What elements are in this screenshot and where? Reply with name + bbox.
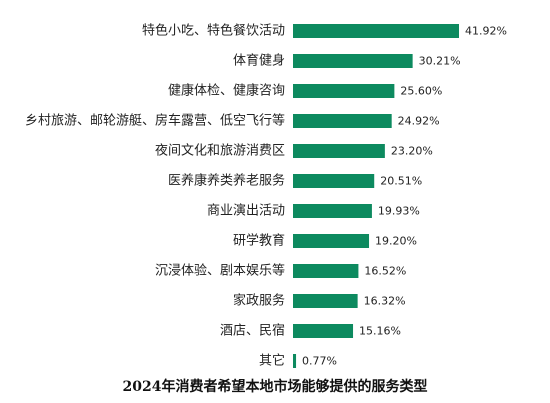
bar (293, 324, 354, 338)
category-label: 家政服务 (233, 293, 285, 309)
category-label: 特色小吃、特色餐饮活动 (142, 23, 285, 39)
category-label: 研学教育 (233, 233, 285, 249)
value-label: 19.93% (378, 205, 420, 218)
value-label: 19.20% (375, 235, 417, 248)
bar (293, 54, 413, 68)
bar (293, 84, 395, 98)
value-label: 16.52% (364, 265, 406, 278)
category-label: 沉浸体验、剧本娱乐等 (155, 263, 285, 279)
value-label: 41.92% (465, 25, 507, 38)
chart-title: 2024年消费者希望本地市场能够提供的服务类型 (122, 379, 428, 395)
category-label: 商业演出活动 (207, 203, 285, 219)
bar (293, 354, 297, 368)
category-label: 乡村旅游、邮轮游艇、房车露营、低空飞行等 (25, 113, 285, 129)
bar (293, 174, 375, 188)
value-label: 25.60% (400, 85, 442, 98)
value-label: 15.16% (359, 325, 401, 338)
bar (293, 264, 359, 278)
value-label: 0.77% (302, 355, 337, 368)
value-label: 24.92% (398, 115, 440, 128)
bar (293, 234, 370, 248)
bar (293, 24, 459, 38)
bar (293, 204, 372, 218)
category-label: 夜间文化和旅游消费区 (155, 144, 285, 159)
category-label: 其它 (259, 353, 285, 369)
value-label: 23.20% (391, 145, 433, 158)
category-label: 体育健身 (233, 53, 285, 69)
category-label: 医养康养类养老服务 (168, 173, 285, 189)
value-label: 20.51% (380, 175, 422, 188)
bar (293, 114, 392, 128)
bar (293, 144, 385, 158)
category-label: 酒店、民宿 (220, 323, 285, 339)
category-label: 健康体检、健康咨询 (168, 83, 285, 99)
value-label: 30.21% (419, 55, 461, 68)
bar (293, 294, 358, 308)
value-label: 16.32% (364, 295, 406, 308)
